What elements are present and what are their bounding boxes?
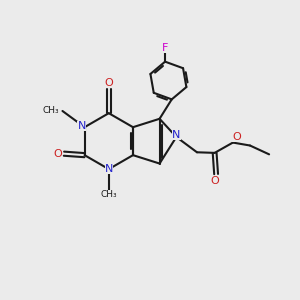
Text: CH₃: CH₃ [42,106,59,115]
Text: N: N [172,130,181,140]
Text: F: F [162,43,168,53]
Text: CH₃: CH₃ [100,190,117,199]
Text: O: O [53,149,62,159]
Text: O: O [210,176,219,185]
Text: O: O [104,78,113,88]
Text: O: O [232,132,241,142]
Text: N: N [77,121,86,131]
Text: N: N [105,164,113,174]
